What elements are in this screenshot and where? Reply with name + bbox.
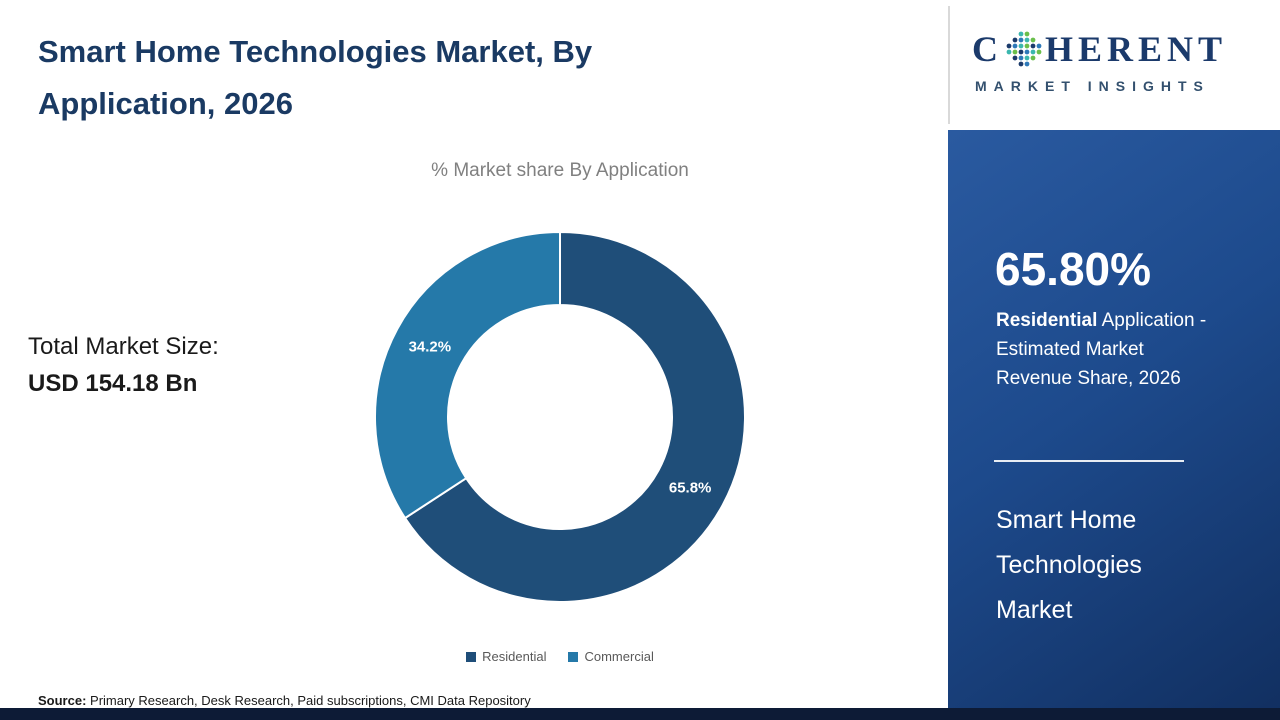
total-market-size-value: USD 154.18 Bn bbox=[28, 370, 198, 397]
legend-swatch-residential bbox=[466, 651, 477, 662]
source-note: Source: Primary Research, Desk Research,… bbox=[38, 693, 531, 708]
logo-letters-herent: HERENT bbox=[1045, 29, 1228, 69]
legend-item-commercial: Commercial bbox=[568, 649, 654, 664]
stat-description-line1-rest: Application - bbox=[1097, 310, 1207, 331]
slice-label-residential: 65.8% bbox=[669, 479, 712, 496]
stat-description-bold: Residential bbox=[996, 310, 1098, 331]
chart-legend: Residential Commercial bbox=[260, 649, 860, 664]
chart-subtitle: % Market share By Application bbox=[431, 160, 689, 181]
panel-divider bbox=[994, 460, 1184, 462]
donut-slice-residential bbox=[403, 230, 746, 603]
source-text: Primary Research, Desk Research, Paid su… bbox=[86, 693, 531, 708]
legend-label-residential: Residential bbox=[482, 649, 547, 664]
market-name: Smart Home Technologies Market bbox=[996, 498, 1142, 633]
stat-description-line3: Revenue Share, 2026 bbox=[996, 368, 1181, 389]
stat-description-line1: Residential Application - bbox=[996, 306, 1206, 335]
market-name-line1: Smart Home bbox=[996, 506, 1137, 534]
market-name-line3: Market bbox=[996, 596, 1073, 624]
stat-description: Residential Application - Estimated Mark… bbox=[996, 306, 1206, 393]
coherent-logo: C HERENT bbox=[972, 28, 1227, 70]
coherent-dotted-o-icon bbox=[1006, 31, 1042, 67]
bottom-bar bbox=[0, 708, 1280, 720]
total-market-size-label: Total Market Size: bbox=[28, 333, 219, 360]
market-name-line2: Technologies bbox=[996, 551, 1142, 579]
legend-item-residential: Residential bbox=[466, 649, 546, 664]
legend-swatch-commercial bbox=[568, 651, 579, 662]
legend-label-commercial: Commercial bbox=[584, 649, 654, 664]
stat-value: 65.80% bbox=[995, 243, 1152, 295]
slice-label-commercial: 34.2% bbox=[409, 339, 452, 356]
stat-description-line2: Estimated Market bbox=[996, 339, 1144, 360]
page-title: Smart Home Technologies Market, By Appli… bbox=[38, 34, 593, 121]
highlight-panel: 65.80% Residential Application - Estimat… bbox=[948, 130, 1280, 720]
logo-letter-c: C bbox=[972, 29, 1003, 69]
donut-slice-commercial bbox=[374, 230, 561, 520]
logo-tagline: MARKET INSIGHTS bbox=[975, 78, 1210, 94]
total-market-size-block: Total Market Size: USD 154.18 Bn bbox=[28, 328, 219, 402]
logo-area: C HERENT MARKET INSIGHTS bbox=[948, 0, 1280, 130]
logo-divider bbox=[948, 6, 950, 124]
source-label: Source: bbox=[38, 693, 87, 708]
donut-chart: 65.8% 34.2% bbox=[374, 230, 746, 603]
